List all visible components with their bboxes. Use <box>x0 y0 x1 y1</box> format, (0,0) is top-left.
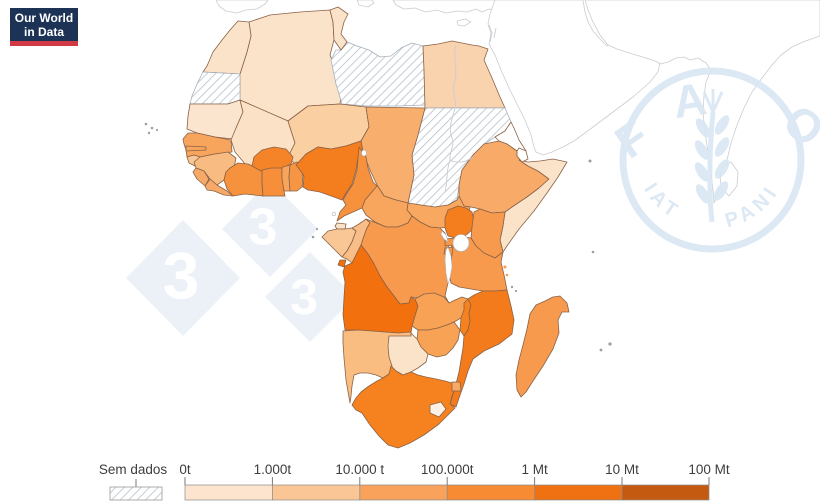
tres3-diamond <box>126 220 240 336</box>
lake-tanganyika <box>444 246 453 285</box>
island-socotra <box>588 159 592 163</box>
country-algeria[interactable] <box>239 9 343 122</box>
river-nile-egypt <box>453 44 457 109</box>
island-comoros <box>510 285 514 289</box>
country-equatorial-guinea[interactable] <box>334 222 347 230</box>
country-eswatini[interactable] <box>451 381 462 392</box>
legend-no-data-label: Sem dados <box>99 462 168 477</box>
legend-tick-label: 100 Mt <box>688 462 730 477</box>
country-ghana[interactable] <box>261 167 286 197</box>
border-levant <box>488 24 493 43</box>
country-cameroon[interactable] <box>336 146 378 222</box>
legend-tick-label: 1.000t <box>254 462 292 477</box>
lake-victoria <box>452 234 470 252</box>
legend-tick-label: 0t <box>179 462 191 477</box>
country-cabinda[interactable] <box>337 259 347 268</box>
background-landmass <box>215 0 820 204</box>
owid-logo: Our World in Data <box>10 8 78 46</box>
tres3-diamond <box>222 181 318 277</box>
legend-segment <box>446 484 535 501</box>
watermark-333: 3 3 3 <box>126 181 355 342</box>
island-zanzibar <box>503 265 507 269</box>
country-lesotho[interactable] <box>429 401 447 418</box>
owid-logo-line1: Our World <box>14 11 74 25</box>
lakes <box>361 149 470 285</box>
island-bioko <box>331 211 337 217</box>
landmass-iberia <box>215 0 269 14</box>
fao-wheat-stem <box>707 111 716 223</box>
island-mauritius <box>608 342 612 346</box>
legend-tick-label: 100.000t <box>421 462 474 477</box>
legend-segment <box>359 484 448 501</box>
legend-tick-label: 1 Mt <box>521 462 548 477</box>
lake-albert <box>440 230 449 243</box>
legend-segment <box>272 484 361 501</box>
map-legend: Sem dados 0t 1.000t 10.000 t 100.000t 1 … <box>99 462 730 501</box>
fao-wheat-grains <box>694 115 730 204</box>
island-cape-verde <box>150 126 154 130</box>
lake-chad <box>361 149 367 157</box>
river-nile-sudan <box>449 107 456 161</box>
island-seychelles <box>591 250 595 254</box>
legend-segment <box>534 484 623 501</box>
island-comoros <box>514 289 518 293</box>
island-reunion <box>599 348 603 352</box>
fao-wheat-awns <box>702 89 724 113</box>
legend-tick-label: 10 Mt <box>605 462 639 477</box>
fao-ring <box>619 67 805 253</box>
rivers <box>444 44 474 193</box>
island-cape-verde <box>147 131 151 135</box>
country-morocco[interactable] <box>202 20 252 75</box>
tres3-digit: 3 <box>163 238 200 312</box>
island-principe <box>315 227 319 231</box>
tres3-digit: 3 <box>249 199 278 257</box>
island-cape-verde <box>144 122 148 126</box>
country-uganda[interactable] <box>444 205 475 239</box>
country-gambia[interactable] <box>185 145 207 152</box>
tres3-digit: 3 <box>290 269 318 325</box>
legend-tick-label: 10.000 t <box>335 462 384 477</box>
island-sao-tome <box>311 235 315 239</box>
islands <box>144 122 612 352</box>
fao-letter-a: A <box>670 72 710 128</box>
country-madagascar[interactable] <box>515 295 570 398</box>
legend-segment <box>184 484 273 501</box>
tres3-diamond <box>265 252 355 342</box>
legend-segment <box>621 484 710 501</box>
island-cape-verde <box>155 128 159 132</box>
river-white-nile <box>444 159 451 193</box>
country-nigeria[interactable] <box>295 140 364 201</box>
africa-countries <box>182 6 570 449</box>
legend-no-data-swatch <box>109 486 163 501</box>
island-pemba <box>505 273 509 277</box>
country-tunisia[interactable] <box>329 6 349 51</box>
river-blue-nile <box>449 156 474 163</box>
owid-logo-line2: in Data <box>23 25 64 39</box>
border-jordan <box>493 27 497 39</box>
landmass-sicily <box>356 0 375 8</box>
landmass-cyprus <box>456 18 472 27</box>
country-djibouti[interactable] <box>516 147 529 163</box>
